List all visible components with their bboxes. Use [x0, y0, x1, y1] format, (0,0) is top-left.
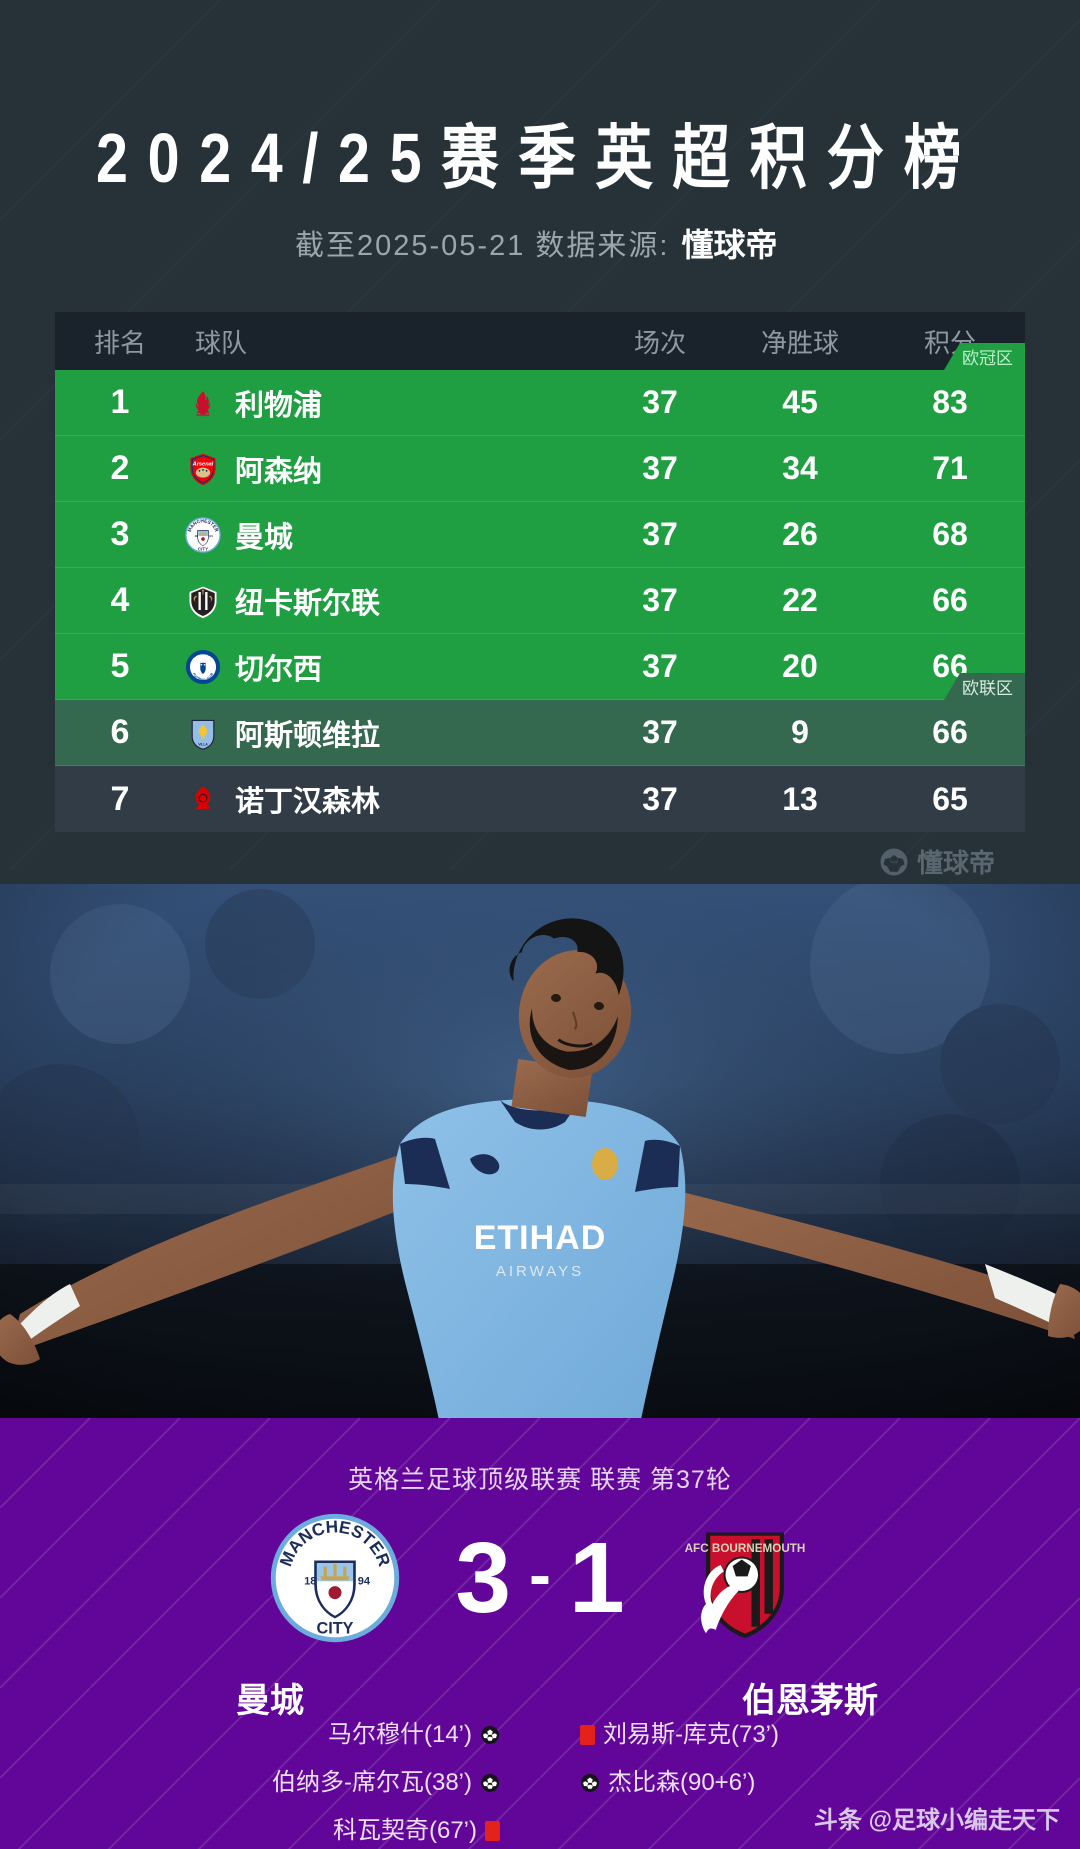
svg-text:AIRWAYS: AIRWAYS	[496, 1263, 584, 1280]
svg-text:CITY: CITY	[198, 546, 208, 551]
svg-text:CITY: CITY	[317, 1619, 354, 1637]
svg-text:ETIHAD: ETIHAD	[474, 1219, 607, 1257]
svg-text:94: 94	[209, 533, 213, 537]
svg-text:VILLA: VILLA	[198, 742, 208, 746]
svg-text:18: 18	[305, 1576, 317, 1588]
svg-text:94: 94	[358, 1576, 371, 1588]
svg-text:Arsenal: Arsenal	[192, 461, 214, 467]
svg-text:18: 18	[194, 533, 198, 537]
svg-text:AFC BOURNEMOUTH: AFC BOURNEMOUTH	[684, 1542, 805, 1555]
